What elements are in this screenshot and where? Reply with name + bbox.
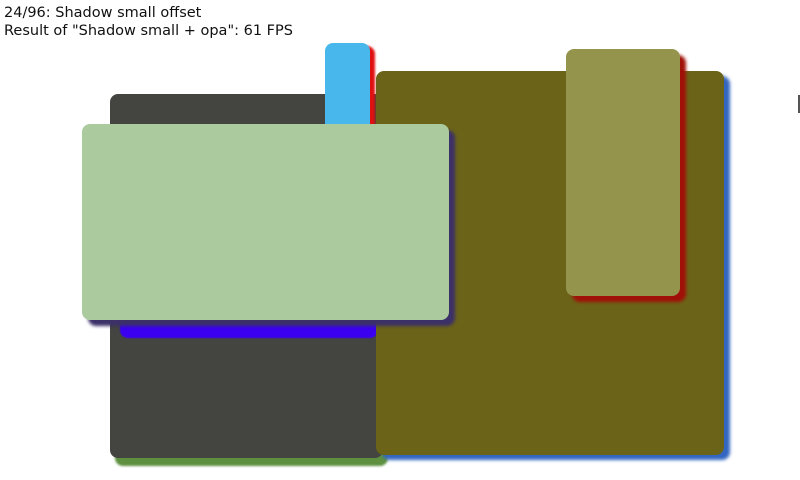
green-rect (82, 124, 449, 320)
blue-shadow-strip (120, 318, 378, 338)
scene-title: 24/96: Shadow small offset (4, 5, 202, 21)
khaki-rect (566, 49, 680, 296)
offscreen-object-edge (798, 95, 800, 113)
result-text: Result of "Shadow small + opa": 61 FPS (4, 23, 293, 39)
